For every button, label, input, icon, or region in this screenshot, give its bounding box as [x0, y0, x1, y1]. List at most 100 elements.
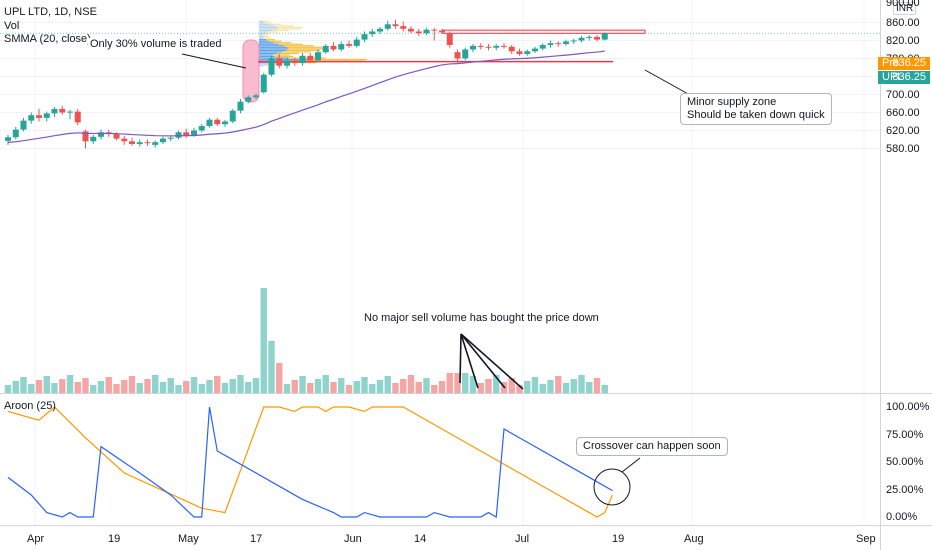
- time-tick: Sep: [856, 533, 876, 545]
- candle-body: [284, 60, 290, 66]
- crossover-pointer: [621, 457, 641, 473]
- candle-body: [377, 28, 383, 32]
- volume-bar: [446, 373, 453, 393]
- volume-bar: [314, 379, 322, 393]
- smma-legend[interactable]: SMMA (20, close): [4, 33, 91, 45]
- candle-body: [59, 108, 66, 113]
- volume-bar: [245, 382, 252, 393]
- profile-row-down: [274, 55, 294, 58]
- candle-body: [532, 48, 538, 52]
- time-tick: Aug: [684, 533, 704, 545]
- volume-bar: [547, 380, 554, 393]
- aroon-up-line: [7, 406, 614, 518]
- candle-body: [353, 39, 360, 46]
- volume-bar: [469, 376, 477, 393]
- candle-body: [570, 40, 577, 42]
- profile-row-down: [278, 26, 303, 29]
- candle-body: [563, 41, 569, 45]
- volume-bar: [438, 381, 446, 393]
- volume-bar: [555, 376, 562, 393]
- volume-note[interactable]: Only 30% volume is traded: [88, 38, 224, 50]
- volume-bar: [82, 378, 89, 393]
- candle-body: [167, 137, 174, 139]
- supply-zone-note-line2: Should be taken down quick: [687, 109, 825, 121]
- volume-bar: [51, 383, 58, 393]
- candle-body: [206, 119, 213, 126]
- profile-row-up: [259, 52, 277, 55]
- profile-row-down: [263, 65, 269, 67]
- aroon-tick: 50.00%: [886, 456, 924, 468]
- volume-marker: [242, 39, 260, 103]
- volume-bar: [485, 379, 492, 393]
- volume-bar: [4, 385, 12, 393]
- price-tick: 860.00: [886, 16, 920, 29]
- symbol-legend[interactable]: UPL LTD, 1D, NSE: [4, 6, 97, 18]
- volume-bar: [97, 381, 105, 393]
- volume-bar: [221, 383, 229, 393]
- profile-row-down: [263, 20, 269, 22]
- currency-label[interactable]: INR: [893, 2, 917, 15]
- price-tick-top: 900.00: [886, 0, 920, 9]
- profile-row-down: [268, 23, 282, 25]
- crossover-note[interactable]: Crossover can happen soon: [576, 437, 728, 456]
- profile-row-up: [259, 54, 273, 56]
- last-price-tag: UPL 836.25: [878, 71, 930, 84]
- volume-bar: [128, 376, 136, 393]
- candle-body: [485, 46, 492, 48]
- candle-body: [524, 51, 531, 54]
- candle-body: [508, 46, 515, 52]
- aroon-lines: [7, 406, 614, 518]
- volume-profile: [242, 20, 367, 103]
- candle-body: [462, 49, 469, 59]
- volume-bar: [190, 377, 198, 393]
- time-tick: Jun: [344, 533, 362, 545]
- volume-bar: [43, 376, 50, 393]
- volume-bar: [415, 382, 422, 393]
- profile-row-down: [286, 49, 320, 51]
- volume-bar: [539, 384, 546, 393]
- profile-row-up: [259, 49, 287, 51]
- volume-bar: [198, 384, 205, 393]
- profile-row-up: [259, 34, 264, 36]
- profile-row-up: [259, 37, 265, 39]
- supply-zone-note[interactable]: Minor supply zone Should be taken down q…: [680, 93, 832, 125]
- volume-bar: [601, 385, 608, 393]
- candle-body: [175, 132, 182, 138]
- candle-body: [330, 45, 337, 50]
- candle-body: [12, 129, 19, 138]
- candle-body: [578, 37, 585, 41]
- volume-bar: [90, 385, 97, 393]
- volume-bar: [59, 379, 66, 393]
- volume-bar: [353, 381, 360, 393]
- aroon-tick: 75.00%: [886, 428, 924, 441]
- volume-bar: [214, 376, 221, 393]
- candle-body: [260, 74, 267, 93]
- volume-bar: [167, 378, 174, 393]
- supply-zone-note-line1: Minor supply zone: [687, 96, 777, 108]
- profile-row-up: [259, 55, 275, 58]
- candle-body: [144, 142, 151, 144]
- candle-body: [237, 101, 244, 111]
- time-tick: May: [178, 533, 199, 545]
- vol-legend[interactable]: Vol: [4, 20, 20, 32]
- candle-body: [400, 26, 407, 29]
- volume-bar: [12, 381, 19, 393]
- last-tag-value: 836.25: [892, 71, 926, 83]
- volume-bar: [206, 380, 213, 393]
- profile-row-down: [272, 29, 289, 32]
- profile-row-down: [269, 40, 282, 42]
- volume-note-pointer: [181, 53, 247, 69]
- profile-row-up: [259, 36, 264, 38]
- profile-row-down: [274, 25, 295, 27]
- profile-row-up: [259, 57, 289, 59]
- candle-body: [268, 58, 275, 75]
- candle-body: [43, 113, 50, 118]
- volume-bar: [159, 382, 167, 393]
- sell-volume-pointer: [460, 333, 524, 390]
- sell-volume-note[interactable]: No major sell volume has bought the pric…: [362, 312, 601, 324]
- candle-body: [415, 31, 422, 34]
- candle-body: [191, 130, 197, 136]
- aroon-legend[interactable]: Aroon (25): [4, 400, 56, 412]
- profile-row-up: [259, 40, 270, 42]
